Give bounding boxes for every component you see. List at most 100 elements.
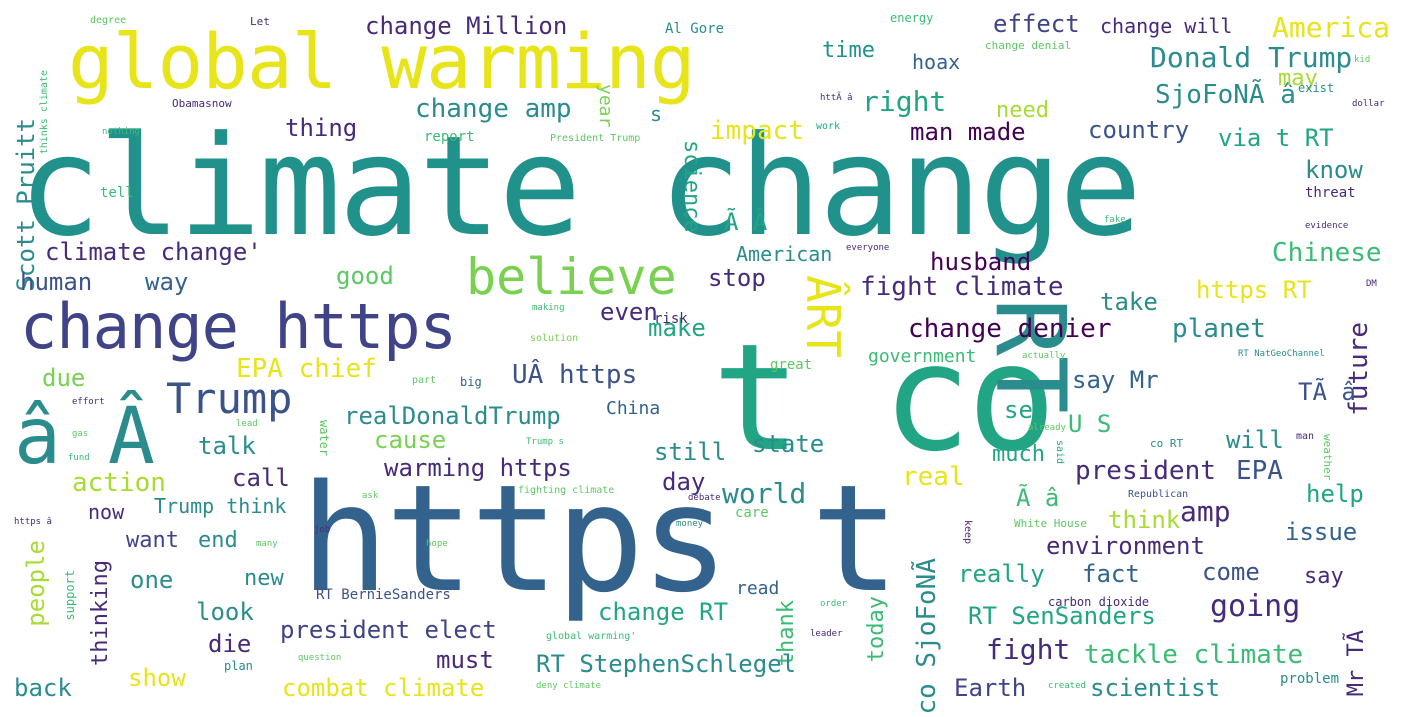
word: DM [1366,279,1377,289]
word: fighting climate [518,485,615,496]
word: real [902,462,965,492]
word: many [256,539,278,549]
word: energy [890,11,934,25]
word: fight [986,633,1071,666]
word: question [298,653,342,663]
word: warming https [384,454,572,482]
word: RT StephenSchlegel [536,650,797,678]
word: Let [250,15,270,28]
word: httÃ â [820,93,853,103]
word: everyone [846,243,890,253]
word: threat [1305,185,1356,201]
word: read [736,578,780,599]
word: job [314,525,331,535]
word: https RT [1196,276,1312,304]
word: now [88,500,125,524]
word: work [816,121,841,132]
word: talk [198,432,256,460]
word: Trump [166,374,293,423]
word: tell [100,185,134,201]
word: ÂRT [796,275,850,359]
word: nothing [102,127,140,137]
word: hoax [912,50,961,74]
word: people [22,540,50,627]
word: big [460,375,482,389]
word: global warming' [546,631,637,642]
word: call [232,464,290,492]
word: UÂ https [512,360,638,390]
word: hope [426,539,448,549]
word: American [736,242,833,266]
word: t co [712,312,1056,484]
word: state [752,430,825,458]
word: plan [224,659,253,673]
word: leader [810,629,843,639]
word: amp [1180,495,1231,528]
word: right [862,85,947,118]
word: good [336,262,394,290]
word: way [145,268,189,296]
word: change denial [985,39,1072,52]
word: degree [90,15,127,26]
word: U S [1068,410,1112,438]
word: Republican [1128,489,1189,500]
word: https â [14,517,52,527]
word: back [14,674,72,702]
word: think [1108,506,1181,534]
word: climate change' [45,238,262,266]
word: already [1028,423,1066,433]
word: Mr TÃ [1344,630,1369,697]
word: debate [688,493,721,503]
word: Chinese [1272,238,1382,268]
word: thinking [88,560,113,666]
word: gas [72,429,89,439]
word: cause [374,426,447,454]
word: may [1278,66,1318,91]
word: China [606,398,661,419]
word: TÃ â [1298,378,1356,406]
word: support [63,570,77,621]
word: EPA [1236,456,1283,486]
word: show [128,664,186,692]
word: man made [910,118,1026,146]
word: change will [1100,14,1233,38]
word: country [1088,116,1190,144]
word: still [654,438,727,466]
word: say Mr [1072,366,1159,394]
word: carbon dioxide [1048,595,1150,609]
word: great [770,357,813,373]
word: kid [1354,55,1371,65]
word: https t [300,453,900,625]
word: solution [530,333,579,344]
word: Scott Pruitt [12,118,40,292]
word: RT BernieSanders [316,587,451,603]
word: change RT [598,598,729,626]
word: SjoFoNÃ â [1155,80,1296,110]
word: exist [1298,81,1335,95]
word: Donald Trump [1150,41,1353,74]
word: see [1004,396,1048,424]
word: order [820,599,848,609]
word: going [1210,589,1301,624]
word: fund [68,453,90,463]
word: s [650,102,663,126]
word: stop [708,264,766,292]
word: lead [236,419,258,429]
word: science [679,140,704,233]
word: America [1272,11,1391,44]
word: Ã Â [724,208,768,236]
word: Trump think [154,494,287,518]
word: effect [993,10,1080,38]
word: RT NatGeoChannel [1238,349,1325,359]
word: making [532,303,565,313]
word: risk [654,311,688,327]
word: issue [1285,518,1358,546]
word: keep [962,520,973,545]
word: impact [710,116,804,146]
word: fact [1082,560,1140,588]
word: EPA chief [236,354,377,384]
word: due [42,364,86,392]
word: look [196,598,254,626]
word: need [996,98,1049,123]
